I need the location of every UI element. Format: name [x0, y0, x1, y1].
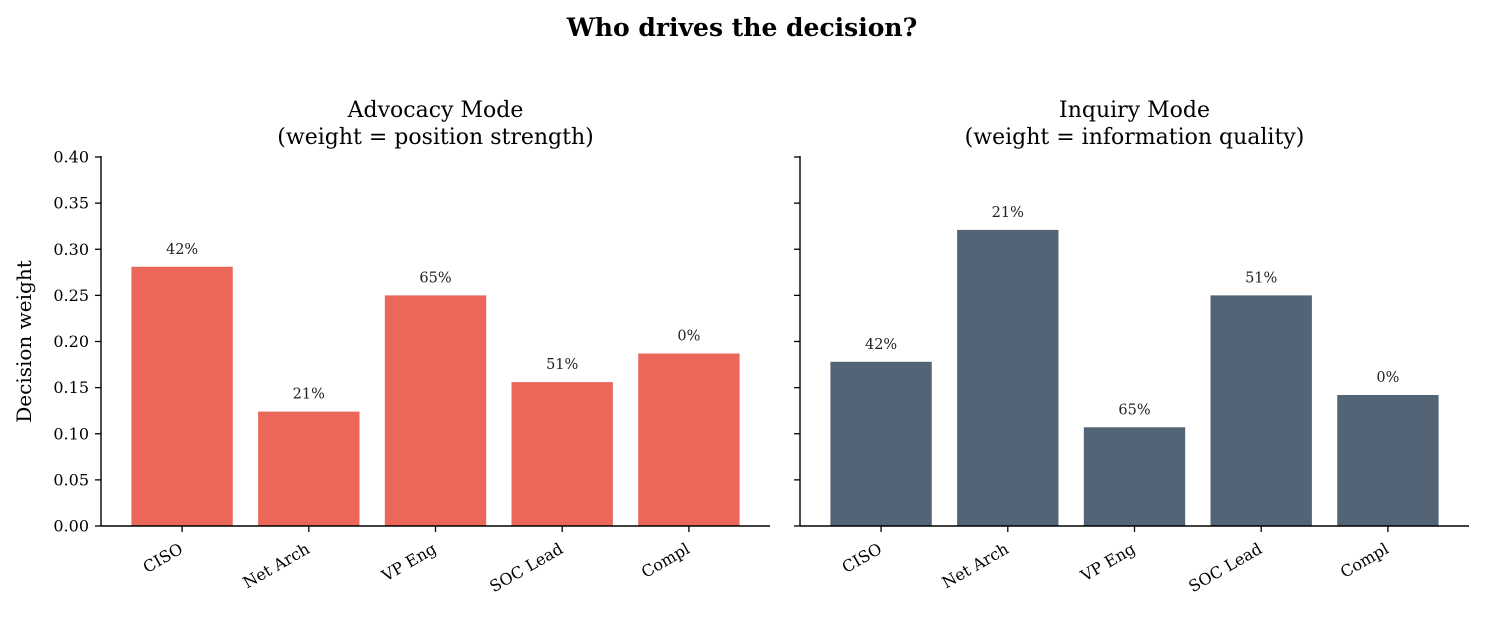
- y-tick-label: 0.25: [53, 286, 89, 305]
- bar-data-label: 42%: [166, 242, 198, 258]
- bar-soc-lead: [511, 382, 613, 526]
- bar-data-label: 51%: [546, 357, 578, 373]
- y-tick-label: 0.10: [53, 424, 89, 443]
- bar-data-label: 42%: [865, 337, 897, 353]
- bar-data-label: 51%: [1245, 270, 1277, 286]
- bar-ciso: [830, 361, 932, 526]
- bar-data-label: 65%: [419, 270, 451, 286]
- panel-title-line: (weight = information quality): [965, 125, 1305, 150]
- chart-panels: Advocacy Mode (weight = position strength…: [12, 98, 1469, 596]
- bar-compl: [1337, 395, 1439, 526]
- bar-data-label: 21%: [293, 387, 325, 403]
- panel-2: Inquiry Mode (weight = information qualit…: [794, 98, 1469, 596]
- figure-title: Who drives the decision?: [566, 13, 918, 42]
- panel-title-line: (weight = position strength): [277, 125, 593, 150]
- x-tick-label: Compl: [1337, 539, 1392, 582]
- panel-title: Advocacy Mode (weight = position strength…: [277, 98, 593, 150]
- x-tick-label: CISO: [839, 539, 885, 577]
- panel-title: Inquiry Mode (weight = information qualit…: [965, 98, 1305, 150]
- bar-net-arch: [957, 229, 1059, 526]
- x-tick-label: SOC Lead: [486, 539, 566, 596]
- y-tick-label: 0.15: [53, 378, 89, 397]
- y-tick-label: 0.40: [53, 148, 89, 167]
- y-tick-label: 0.35: [53, 194, 89, 213]
- bar-vp-eng: [384, 295, 487, 526]
- panel-1: Advocacy Mode (weight = position strength…: [12, 98, 770, 596]
- bar-soc-lead: [1210, 295, 1312, 526]
- bar-data-label: 21%: [992, 205, 1024, 221]
- x-tick-label: CISO: [140, 539, 186, 577]
- bar-data-label: 0%: [677, 328, 700, 344]
- x-tick-label: Net Arch: [240, 539, 313, 592]
- bar-data-label: 65%: [1118, 402, 1150, 418]
- y-tick-label: 0.00: [53, 517, 89, 536]
- y-tick-label: 0.20: [53, 332, 89, 351]
- x-tick-label: VP Eng: [377, 539, 439, 586]
- panel-title-line: Inquiry Mode: [1059, 98, 1210, 123]
- bar-net-arch: [258, 411, 360, 526]
- x-tick-label: VP Eng: [1076, 539, 1138, 586]
- bar-data-label: 0%: [1376, 370, 1399, 386]
- x-tick-label: SOC Lead: [1185, 539, 1265, 596]
- panel-title-line: Advocacy Mode: [347, 98, 524, 123]
- x-tick-label: Net Arch: [939, 539, 1012, 592]
- y-axis-label: Decision weight: [12, 260, 36, 422]
- bar-ciso: [131, 266, 233, 526]
- x-tick-label: Compl: [638, 539, 693, 582]
- bar-vp-eng: [1083, 427, 1186, 526]
- bar-compl: [638, 353, 740, 526]
- y-tick-label: 0.05: [53, 470, 89, 489]
- y-tick-label: 0.30: [53, 240, 89, 259]
